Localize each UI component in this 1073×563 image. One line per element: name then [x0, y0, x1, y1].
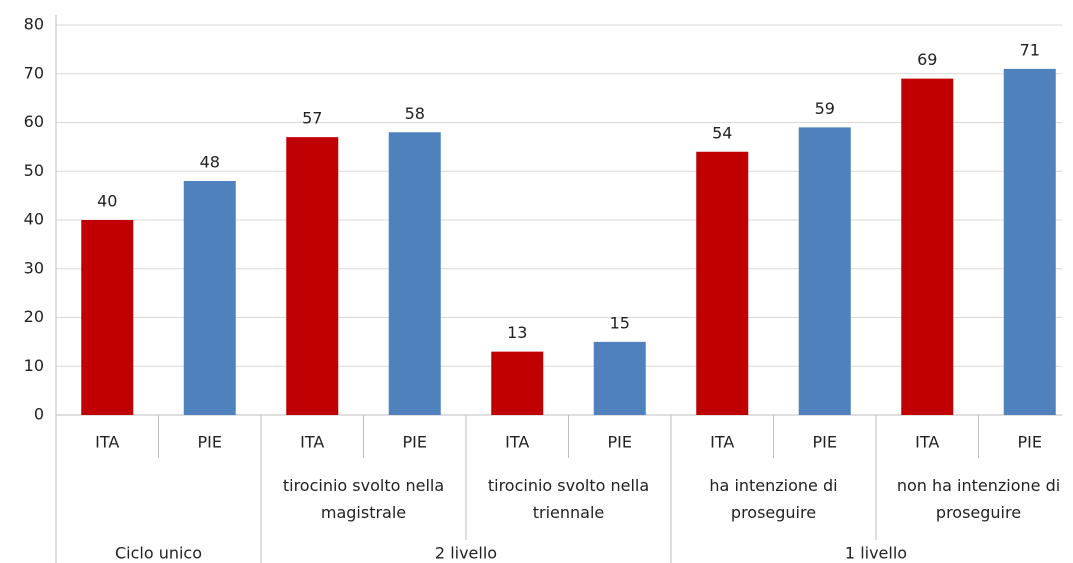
x-tick-label: ITA — [710, 433, 734, 452]
y-tick-label: 30 — [24, 258, 44, 277]
value-label: 69 — [917, 50, 937, 69]
section-label: Ciclo unico — [115, 544, 202, 563]
section-label: 1 livello — [845, 544, 907, 563]
value-label: 15 — [610, 313, 630, 332]
x-tick-label: ITA — [505, 433, 529, 452]
y-tick-label: 10 — [24, 356, 44, 375]
y-tick-label: 40 — [24, 210, 44, 229]
y-tick-label: 50 — [24, 161, 44, 180]
bar — [593, 341, 646, 415]
y-tick-label: 60 — [24, 112, 44, 131]
x-tick-label: PIE — [813, 433, 837, 452]
bar — [81, 220, 134, 415]
value-label: 40 — [97, 192, 117, 211]
x-tick-label: ITA — [915, 433, 939, 452]
x-tick-label: PIE — [608, 433, 632, 452]
bar — [286, 137, 339, 415]
bar — [491, 351, 544, 415]
value-label: 71 — [1020, 40, 1040, 59]
value-label: 58 — [405, 104, 425, 123]
section-label: 2 livello — [435, 544, 497, 563]
group-label: tirocinio svolto nella magistrale — [282, 476, 445, 522]
bar — [183, 181, 236, 415]
y-tick-label: 70 — [24, 63, 44, 82]
value-label: 13 — [507, 323, 527, 342]
x-tick-label: ITA — [300, 433, 324, 452]
value-label: 54 — [712, 123, 732, 142]
x-tick-label: PIE — [198, 433, 222, 452]
bar — [388, 132, 441, 415]
y-tick-label: 0 — [34, 405, 44, 424]
value-label: 57 — [302, 109, 322, 128]
bar — [1003, 68, 1056, 415]
y-tick-label: 20 — [24, 307, 44, 326]
group-label: ha intenzione di proseguire — [709, 476, 838, 522]
bar — [798, 127, 851, 415]
bar — [901, 78, 954, 415]
group-label: non ha intenzione di proseguire — [896, 476, 1061, 522]
value-label: 48 — [200, 153, 220, 172]
x-tick-label: PIE — [403, 433, 427, 452]
y-tick-label: 80 — [24, 15, 44, 34]
x-tick-label: ITA — [95, 433, 119, 452]
bar — [696, 151, 749, 415]
group-label: tirocinio svolto nella triennale — [487, 476, 650, 522]
value-label: 59 — [815, 99, 835, 118]
x-tick-label: PIE — [1018, 433, 1042, 452]
